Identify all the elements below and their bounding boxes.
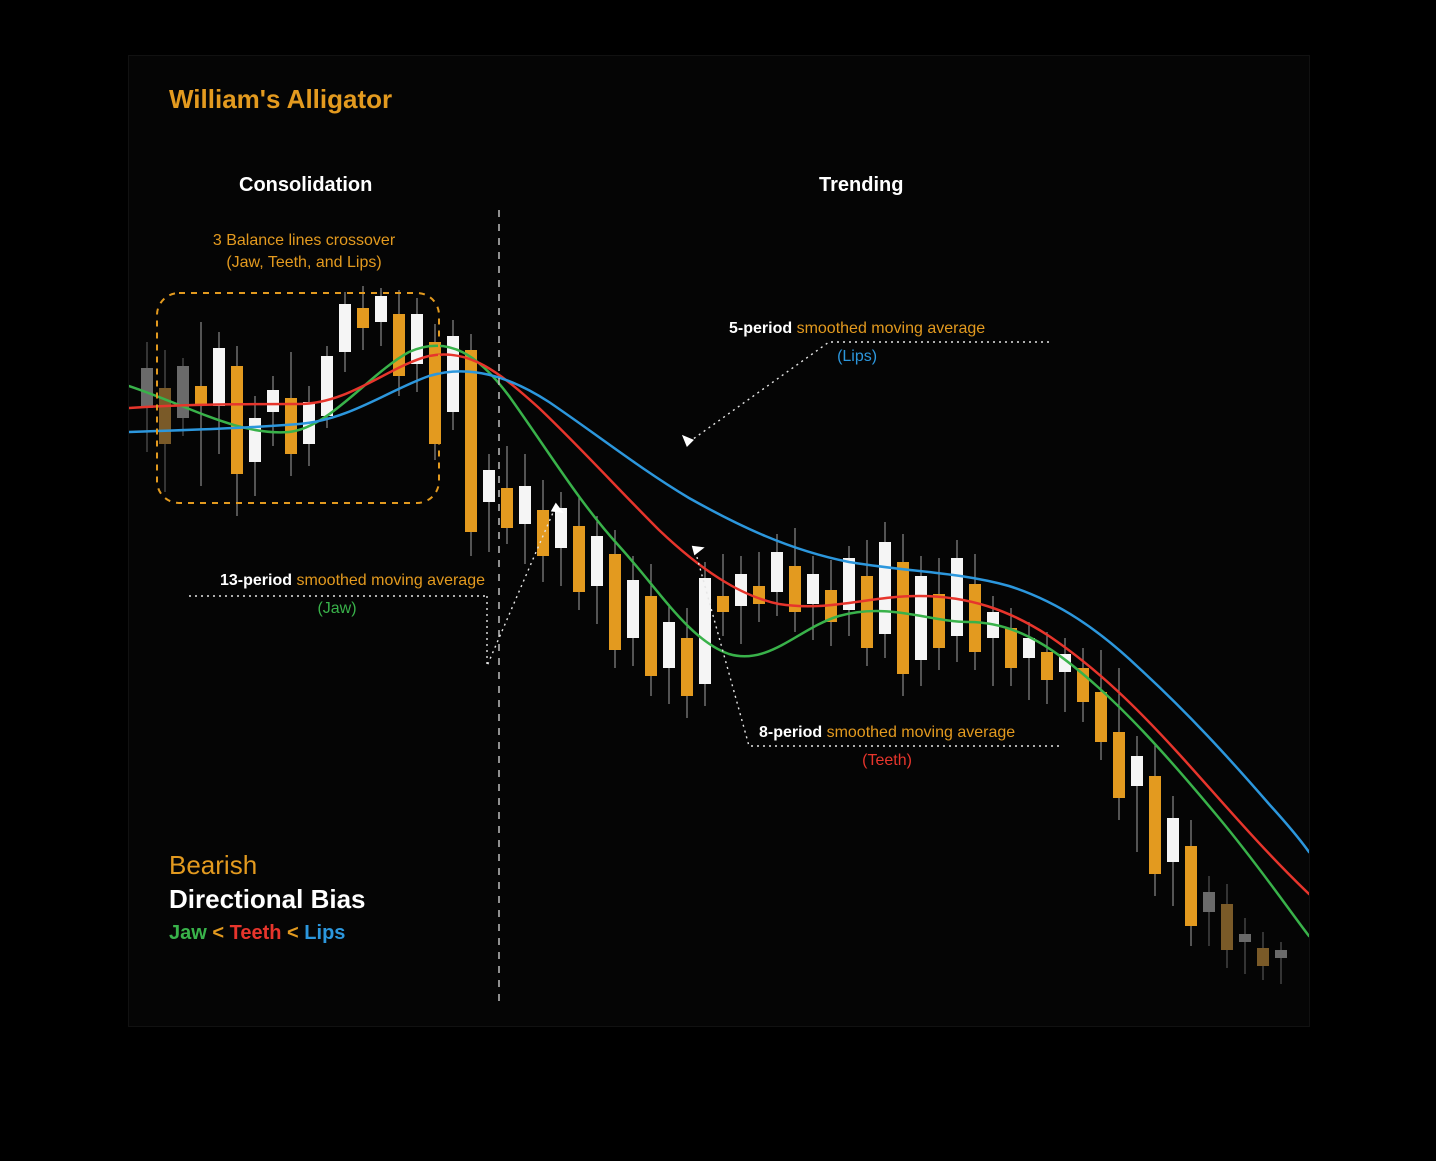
formula-lt2: < [287, 922, 299, 944]
annotation-jaw: 13-period smoothed moving average (Jaw) [189, 570, 485, 619]
candle [1131, 756, 1143, 786]
candle [411, 314, 423, 364]
candle [483, 470, 495, 502]
candle [195, 386, 207, 406]
annotation-lips: 5-period smoothed moving average (Lips) [729, 318, 985, 367]
candle [897, 562, 909, 674]
candle [357, 308, 369, 328]
alligator-chart [129, 56, 1309, 1026]
candle [573, 526, 585, 592]
candle [1005, 628, 1017, 668]
candle [915, 576, 927, 660]
bias-formula: Jaw < Teeth < Lips [169, 922, 345, 945]
jaw-desc: smoothed moving average [296, 572, 485, 589]
formula-lt1: < [212, 922, 224, 944]
candle [555, 508, 567, 548]
candle [1041, 652, 1053, 680]
candle [1221, 904, 1233, 950]
candle [213, 348, 225, 406]
candle [501, 488, 513, 528]
candle [681, 638, 693, 696]
candle [1095, 692, 1107, 742]
formula-jaw: Jaw [169, 922, 207, 944]
candle [717, 596, 729, 612]
candle [591, 536, 603, 586]
candle [969, 584, 981, 652]
candle [699, 578, 711, 684]
candle [1023, 638, 1035, 658]
candle [1203, 892, 1215, 912]
candle [609, 554, 621, 650]
lips-desc: smoothed moving average [797, 320, 986, 337]
candle [663, 622, 675, 668]
jaw-name: (Jaw) [317, 600, 356, 617]
candle [933, 594, 945, 648]
candle [465, 350, 477, 532]
candle [1257, 948, 1269, 966]
formula-lips: Lips [304, 922, 345, 944]
candle [627, 580, 639, 638]
directional-bias-label: Directional Bias [169, 884, 366, 915]
candle [177, 366, 189, 418]
candle [1239, 934, 1251, 942]
candle [537, 510, 549, 556]
chart-panel: William's Alligator Consolidation Trendi… [128, 55, 1310, 1027]
lips-period: 5-period [729, 320, 792, 337]
lips-name: (Lips) [837, 348, 877, 365]
candle [1185, 846, 1197, 926]
candle [645, 596, 657, 676]
bearish-label: Bearish [169, 850, 257, 881]
candle [807, 574, 819, 604]
candle [1149, 776, 1161, 874]
formula-teeth: Teeth [230, 922, 282, 944]
candle [267, 390, 279, 412]
candle [339, 304, 351, 352]
jaw-period: 13-period [220, 572, 292, 589]
candle [879, 542, 891, 634]
candle [1167, 818, 1179, 862]
candle [321, 356, 333, 416]
candle [519, 486, 531, 524]
candle [231, 366, 243, 474]
candle [753, 586, 765, 604]
candle [1113, 732, 1125, 798]
candle [771, 552, 783, 592]
annotation-teeth: 8-period smoothed moving average (Teeth) [759, 722, 1015, 771]
candle [1275, 950, 1287, 958]
candle [951, 558, 963, 636]
teeth-name: (Teeth) [862, 752, 912, 769]
candle [375, 296, 387, 322]
teeth-period: 8-period [759, 724, 822, 741]
teeth-desc: smoothed moving average [827, 724, 1016, 741]
candle [141, 368, 153, 408]
candle [249, 418, 261, 462]
